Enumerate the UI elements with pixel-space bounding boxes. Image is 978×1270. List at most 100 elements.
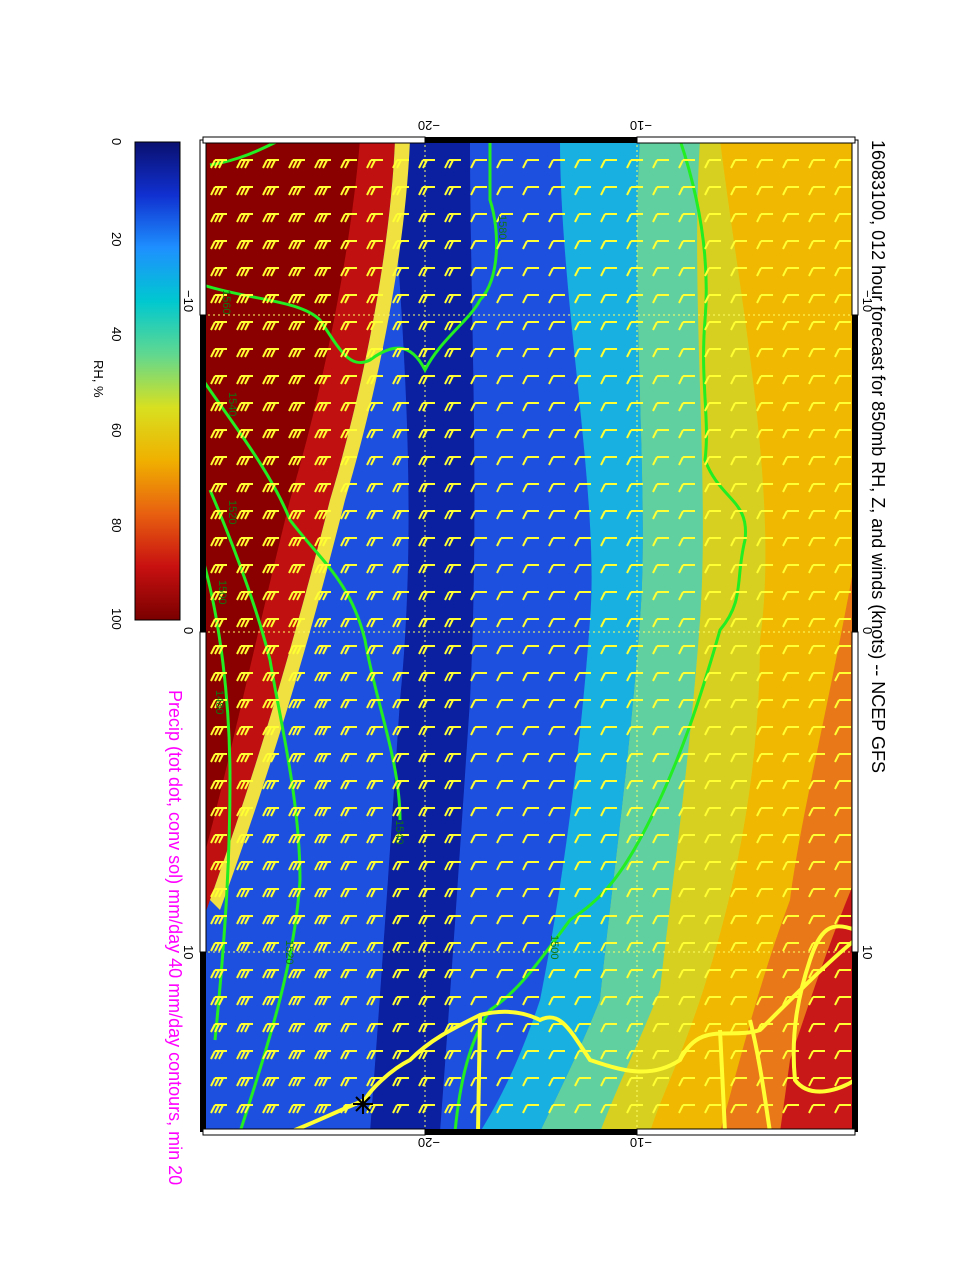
wind-barb — [418, 915, 435, 925]
wind-barb — [652, 753, 669, 763]
wind-barb — [522, 159, 539, 169]
wind-barb — [470, 699, 487, 709]
wind-barb — [340, 1023, 357, 1033]
colorbar-tick: 20 — [109, 232, 124, 247]
wind-barb — [522, 591, 539, 601]
wind-barb — [704, 1050, 721, 1060]
wind-barb — [756, 186, 773, 196]
wind-barb — [730, 186, 747, 196]
wind-barb — [210, 429, 227, 439]
wind-barb — [314, 375, 331, 385]
wind-barb — [288, 942, 305, 952]
wind-barb — [392, 753, 409, 763]
wind-barb — [444, 942, 461, 952]
wind-barb — [548, 996, 565, 1006]
wind-barb — [834, 159, 851, 169]
wind-barb — [756, 645, 773, 655]
wind-barb — [366, 969, 383, 979]
wind-barb — [314, 510, 331, 520]
wind-barb — [574, 942, 591, 952]
wind-barb — [652, 915, 669, 925]
wind-barb — [418, 483, 435, 493]
wind-barb — [236, 645, 253, 655]
colorbar-tick: 0 — [109, 138, 124, 146]
wind-barb — [236, 564, 253, 574]
wind-barb — [340, 564, 357, 574]
wind-barb — [236, 375, 253, 385]
wind-barb — [288, 294, 305, 304]
wind-barb — [678, 348, 695, 358]
wind-barb — [210, 618, 227, 628]
wind-barb — [704, 267, 721, 277]
wind-barb — [548, 213, 565, 223]
wind-barb — [756, 591, 773, 601]
wind-barb — [444, 888, 461, 898]
wind-barb — [418, 1104, 435, 1114]
wind-barb — [626, 1104, 643, 1114]
wind-barb — [236, 915, 253, 925]
wind-barb — [548, 186, 565, 196]
wind-barb — [496, 645, 513, 655]
wind-barb — [418, 213, 435, 223]
wind-barb — [678, 780, 695, 790]
wind-barb — [652, 699, 669, 709]
wind-barb — [574, 1104, 591, 1114]
wind-barb — [756, 807, 773, 817]
wind-barb — [678, 645, 695, 655]
wind-barb — [210, 240, 227, 250]
wind-barb — [392, 213, 409, 223]
wind-barb — [626, 834, 643, 844]
wind-barb — [418, 969, 435, 979]
wind-barb — [366, 321, 383, 331]
wind-barb — [756, 375, 773, 385]
wind-barb — [262, 1104, 279, 1114]
wind-barb — [262, 240, 279, 250]
wind-barb — [704, 186, 721, 196]
wind-barb — [288, 1050, 305, 1060]
wind-barb — [366, 861, 383, 871]
wind-barb — [600, 915, 617, 925]
wind-barb — [470, 483, 487, 493]
wind-barb — [314, 213, 331, 223]
wind-barb — [730, 996, 747, 1006]
wind-barb — [730, 402, 747, 412]
wind-barb — [210, 888, 227, 898]
wind-barb — [678, 186, 695, 196]
wind-barb — [704, 429, 721, 439]
wind-barb — [522, 537, 539, 547]
wind-barb — [262, 456, 279, 466]
wind-barb — [548, 780, 565, 790]
wind-barb — [210, 1077, 227, 1087]
wind-barb — [210, 942, 227, 952]
wind-barb — [704, 780, 721, 790]
wind-barb — [496, 861, 513, 871]
wind-barb — [678, 969, 695, 979]
wind-barb — [834, 699, 851, 709]
wind-barb — [600, 591, 617, 601]
wind-barb — [730, 645, 747, 655]
wind-barb — [626, 1077, 643, 1087]
wind-barb — [626, 510, 643, 520]
wind-barb — [730, 753, 747, 763]
wind-barb — [314, 753, 331, 763]
wind-barb — [626, 267, 643, 277]
wind-barb — [548, 888, 565, 898]
wind-barb — [366, 942, 383, 952]
wind-barb — [470, 780, 487, 790]
wind-barb — [782, 1077, 799, 1087]
wind-barb — [756, 294, 773, 304]
wind-barb — [314, 159, 331, 169]
wind-barb — [340, 861, 357, 871]
wind-barb — [678, 726, 695, 736]
wind-barb — [626, 996, 643, 1006]
wind-barb — [210, 834, 227, 844]
wind-barb — [236, 510, 253, 520]
wind-barb — [522, 213, 539, 223]
wind-barb — [652, 1050, 669, 1060]
wind-barb — [834, 807, 851, 817]
wind-barb — [340, 618, 357, 628]
wind-barb — [834, 240, 851, 250]
wind-barb — [704, 483, 721, 493]
wind-barb — [756, 321, 773, 331]
wind-barb — [262, 591, 279, 601]
